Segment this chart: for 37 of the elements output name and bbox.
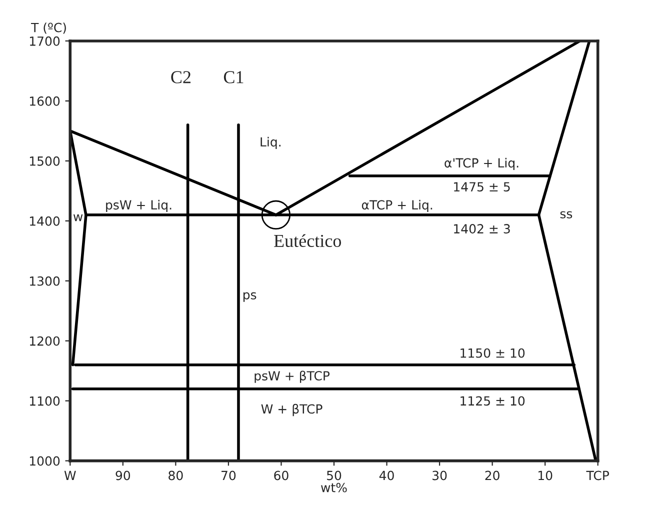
annotation: psW + Liq. [106, 200, 172, 212]
annotation: Liq. [260, 136, 280, 150]
x-tick-label: 80 [168, 470, 183, 480]
y-tick-label: 1100 [30, 396, 60, 406]
y-axis-title: T (ºC) [31, 22, 66, 34]
annotation: C1 [224, 71, 244, 84]
annotation: C2 [171, 71, 190, 84]
x-tick-label: 10 [538, 470, 552, 480]
y-tick-label: 1300 [30, 276, 60, 286]
y-tick-label: 1200 [30, 336, 60, 346]
x-tick-label: 50 [327, 470, 342, 480]
annotation: ss [560, 211, 572, 218]
y-tick-label: 1500 [30, 156, 60, 166]
x-tick-label: 90 [116, 470, 130, 480]
annotation: Eutéctico [274, 234, 342, 248]
annotation: psW + βTCP [254, 370, 330, 383]
x-tick-label: 40 [379, 470, 394, 480]
x-tick-label: W [64, 470, 76, 480]
y-tick-label: 1400 [30, 216, 60, 226]
annotation: ps [243, 292, 256, 302]
x-tick-label: 70 [222, 470, 236, 480]
x-axis-title: wt% [321, 482, 347, 492]
annotation: w [73, 214, 83, 222]
x-tick-label: TCP [586, 470, 610, 480]
y-tick-label: 1600 [30, 96, 60, 106]
x-tick-label: 30 [432, 470, 447, 480]
y-tick-label: 1000 [30, 456, 60, 466]
y-tick-label: 1700 [30, 36, 60, 46]
annotation: W + βTCP [261, 404, 322, 416]
x-tick-label: 20 [485, 470, 500, 480]
x-tick-label: 60 [274, 470, 288, 480]
annotation: αTCP + Liq. [362, 200, 432, 212]
annotation: 1125 ± 10 [460, 396, 525, 406]
annotation: 1475 ± 5 [454, 182, 510, 192]
annotation: 1402 ± 3 [454, 224, 510, 234]
annotation: 1150 ± 10 [460, 348, 525, 358]
annotation: α'TCP + Liq. [444, 158, 518, 170]
